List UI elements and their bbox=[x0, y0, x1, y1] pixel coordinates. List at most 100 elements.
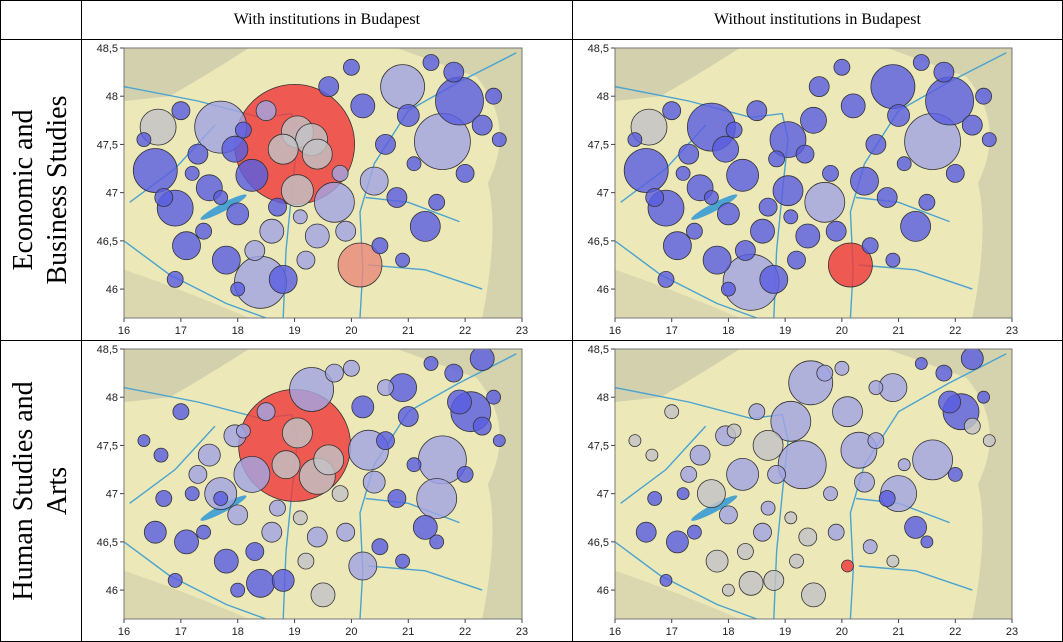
y-tick-label: 47,5 bbox=[587, 139, 608, 151]
x-tick-label: 23 bbox=[516, 325, 528, 337]
bubble-blue bbox=[446, 389, 472, 415]
row-header-economic-line1: Economic and bbox=[7, 109, 39, 271]
x-tick-label: 20 bbox=[836, 626, 848, 638]
x-tick-label: 21 bbox=[402, 325, 414, 337]
bubble-blue bbox=[746, 100, 768, 122]
bubble-lavender bbox=[188, 464, 208, 484]
bubble-blue bbox=[235, 158, 269, 192]
x-tick-label: 22 bbox=[459, 325, 471, 337]
bubble-lavender bbox=[868, 380, 884, 395]
bubble-blue bbox=[423, 356, 439, 371]
river-drava bbox=[614, 240, 757, 318]
plot-frame bbox=[614, 47, 1013, 319]
bubble-blue bbox=[491, 132, 507, 147]
bubble-blue bbox=[808, 76, 830, 97]
map-background bbox=[614, 48, 1012, 318]
bubble-gray bbox=[696, 479, 726, 509]
bubble-gray bbox=[982, 434, 996, 447]
bubble-blue bbox=[876, 187, 898, 208]
bubble-lavender bbox=[359, 166, 389, 196]
bubble-blue bbox=[406, 457, 422, 473]
x-tick-label: 20 bbox=[345, 626, 357, 638]
bubble-blue bbox=[768, 150, 785, 168]
bubble-lavender bbox=[827, 523, 845, 541]
river-drava bbox=[123, 240, 267, 318]
bubble-gray bbox=[784, 511, 798, 525]
bubble-blue bbox=[455, 163, 475, 183]
y-tick-label: 48 bbox=[597, 91, 609, 103]
x-tick-label: 21 bbox=[402, 626, 414, 638]
y-tick-label: 46 bbox=[106, 284, 118, 296]
bubble-map-human-with: 46 46,5 47 47,5 48 48,5 16 17 18 19 20 21 22 23 bbox=[96, 344, 528, 638]
bubble-lavender bbox=[831, 396, 863, 428]
river-koros bbox=[855, 196, 950, 223]
bubble-blue bbox=[961, 114, 983, 136]
river-maros bbox=[368, 264, 483, 290]
bubble-blue bbox=[267, 197, 287, 217]
bubble-blue bbox=[786, 250, 806, 270]
bubble-gray bbox=[963, 417, 981, 435]
lake-balaton bbox=[200, 194, 247, 220]
bubble-red bbox=[827, 242, 873, 288]
y-tick-label: 46,5 bbox=[587, 537, 608, 549]
x-tick-label: 17 bbox=[665, 626, 677, 638]
bubble-blue bbox=[904, 515, 927, 539]
bubble-blue bbox=[428, 193, 445, 211]
bubble-lavender bbox=[256, 402, 276, 422]
bubble-blue bbox=[935, 364, 953, 382]
bubble-gray bbox=[301, 138, 333, 170]
bubble-lavender bbox=[348, 551, 378, 581]
bubble-gray bbox=[297, 552, 315, 570]
bubble-blue bbox=[444, 363, 464, 383]
bubble-gray bbox=[267, 133, 299, 165]
bubble-gray bbox=[721, 583, 735, 597]
bubble-lavender bbox=[689, 444, 711, 466]
bubble-blue bbox=[230, 281, 245, 297]
bubble-blue bbox=[409, 210, 441, 242]
bubble-lavender bbox=[233, 455, 271, 493]
plot-frame bbox=[614, 348, 1013, 620]
x-tick-label: 23 bbox=[1006, 626, 1018, 638]
carpathian-hills bbox=[396, 349, 522, 619]
bubble-lavender bbox=[822, 486, 838, 502]
y-tick-label: 48,5 bbox=[587, 43, 608, 55]
bubble-gray bbox=[628, 434, 642, 447]
y-tick-label: 46,5 bbox=[96, 537, 117, 549]
bubble-blue bbox=[166, 270, 184, 288]
bubble-blue bbox=[395, 553, 410, 569]
row-header-economic: Economic and Business Studies bbox=[0, 39, 82, 341]
map-background bbox=[123, 48, 522, 318]
bubble-gray bbox=[280, 174, 314, 208]
x-tick-label: 22 bbox=[459, 626, 471, 638]
chart-cell-human-without: 46 46,5 47 47,5 48 48,5 16 17 18 19 20 21 22 23 bbox=[571, 340, 1063, 642]
bubble-blue bbox=[821, 164, 839, 182]
bubble-lavender bbox=[777, 440, 827, 490]
bubble-lavender bbox=[306, 526, 328, 548]
bubble-lavender bbox=[289, 367, 334, 412]
x-tick-label: 18 bbox=[722, 325, 734, 337]
bubble-lavender bbox=[244, 240, 266, 261]
bubble-gray bbox=[310, 582, 336, 608]
bubble-gray bbox=[292, 510, 308, 526]
bubble-blue bbox=[896, 156, 912, 172]
bubble-blue bbox=[155, 490, 173, 507]
bubble-map-human-without: 46 46,5 47 47,5 48 48,5 16 17 18 19 20 21 22 23 bbox=[587, 344, 1018, 638]
x-tick-label: 16 bbox=[609, 325, 621, 337]
bubble-blue bbox=[685, 222, 703, 240]
bubble-blue bbox=[725, 121, 743, 139]
bubble-lavender bbox=[362, 470, 386, 494]
carpathian-hills bbox=[887, 48, 1012, 318]
southern-hills bbox=[123, 570, 249, 619]
bubble-gray bbox=[705, 549, 729, 573]
x-tick-label: 17 bbox=[175, 325, 187, 337]
bubble-blue bbox=[759, 264, 789, 294]
y-tick-label: 47,5 bbox=[587, 440, 608, 452]
plot-frame bbox=[123, 348, 523, 620]
bubble-blue bbox=[469, 349, 495, 371]
bubble-blue bbox=[429, 534, 444, 550]
bubble-blue bbox=[195, 222, 212, 240]
carpathian-hills bbox=[396, 48, 522, 318]
bubble-blue bbox=[395, 252, 410, 268]
bubble-blue bbox=[374, 134, 396, 155]
river-koros bbox=[365, 196, 460, 223]
